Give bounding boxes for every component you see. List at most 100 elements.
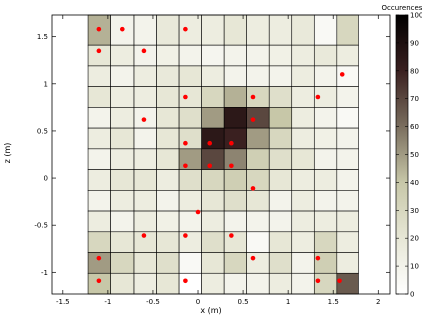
- heatmap-cell: [87, 86, 111, 108]
- heatmap-cell: [336, 86, 359, 108]
- colorbar-tick-label: 10: [410, 263, 419, 271]
- heatmap-cell: [313, 65, 338, 87]
- heatmap-cell: [336, 44, 359, 67]
- position-point: [250, 255, 256, 261]
- heatmap-cell: [246, 190, 270, 212]
- heatmap-cell: [313, 190, 338, 212]
- position-point: [229, 140, 234, 146]
- heatmap-cell: [110, 148, 135, 170]
- heatmap-cell: [178, 231, 202, 253]
- position-point: [207, 163, 213, 169]
- heatmap-cell: [133, 252, 157, 274]
- heatmap-cell: [178, 14, 202, 46]
- heatmap-cell: [291, 127, 315, 150]
- heatmap-cell: [223, 65, 247, 87]
- colorbar-tick-label: 50: [410, 151, 419, 159]
- colorbar-tick-label: 0: [410, 291, 414, 299]
- heatmap-cell: [336, 65, 359, 87]
- heatmap-cell: [201, 272, 225, 295]
- heatmap-cell: [87, 169, 111, 191]
- plot-area: -1.5 -1 -0.5 0 0.5 1 1.5 2 -1 -0.5 0 0.5 1 1.5: [34, 14, 391, 306]
- heatmap-cell: [87, 190, 111, 212]
- position-point: [250, 186, 256, 191]
- heatmap-cell: [336, 14, 359, 46]
- x-tick-label: 0.5: [238, 298, 249, 306]
- y-tick-label: 1.5: [37, 33, 48, 41]
- colorbar-tick-label: 90: [410, 39, 419, 47]
- heatmap-cell: [110, 169, 135, 191]
- colorbar-label: Occurences: [382, 4, 422, 12]
- heatmap-cell: [223, 107, 247, 129]
- x-tick-label: -0.5: [146, 298, 160, 306]
- x-tick-label: 0: [196, 298, 200, 306]
- heatmap-cell: [110, 231, 135, 253]
- heatmap-cell: [268, 86, 293, 108]
- heatmap-cell: [291, 44, 315, 67]
- heatmap-cell: [291, 65, 315, 87]
- heatmap-cell: [110, 65, 135, 87]
- heatmap-cell: [110, 252, 135, 274]
- heatmap-cell: [268, 127, 293, 150]
- heatmap-cell: [178, 148, 202, 170]
- heatmap-cell: [87, 231, 111, 253]
- heatmap-cell: [246, 86, 270, 108]
- heatmap-cell: [246, 107, 270, 129]
- heatmap-cell: [246, 14, 270, 46]
- position-point: [120, 26, 125, 32]
- colorbar-tick-label: 60: [410, 123, 419, 131]
- heatmap-cell: [268, 148, 293, 170]
- heatmap-cell: [223, 210, 247, 233]
- colorbar: 0 10 20 30 40 50 60 70 80 90 100: [395, 12, 422, 299]
- heatmap-cell: [156, 107, 180, 129]
- heatmap-cell: [291, 148, 315, 170]
- colorbar-tick-label: 40: [410, 179, 419, 187]
- position-point: [229, 163, 234, 169]
- position-point: [315, 94, 321, 100]
- position-point: [229, 233, 234, 238]
- heatmap-cell: [201, 65, 225, 87]
- heatmap-cell: [133, 127, 157, 150]
- position-point: [141, 233, 147, 238]
- position-point: [183, 233, 188, 238]
- heatmap-cell: [223, 86, 247, 108]
- heatmap-cell: [156, 148, 180, 170]
- heatmap-cell: [133, 190, 157, 212]
- heatmap-cell: [268, 252, 293, 274]
- y-tick-label: -0.5: [34, 222, 48, 230]
- heatmap-cell: [223, 169, 247, 191]
- position-point: [183, 94, 188, 100]
- position-point: [195, 209, 201, 215]
- heatmap-cell: [201, 107, 225, 129]
- position-point: [183, 26, 188, 32]
- heatmap-cell: [201, 190, 225, 212]
- colorbar-tick-label: 80: [410, 67, 419, 75]
- heatmap-cell: [246, 169, 270, 191]
- heatmap-cell: [223, 14, 247, 46]
- heatmap-cell: [201, 252, 225, 274]
- heatmap-cell: [110, 86, 135, 108]
- heatmap-cell: [201, 14, 225, 46]
- heatmap-cell: [133, 65, 157, 87]
- heatmap-cell: [336, 148, 359, 170]
- heatmap-cell: [110, 272, 135, 295]
- heatmap-cell: [313, 44, 338, 67]
- heatmap-cell: [133, 148, 157, 170]
- heatmap-cell: [223, 252, 247, 274]
- heatmap-cell: [156, 231, 180, 253]
- heatmap-cell: [268, 14, 293, 46]
- y-tick-label: 1: [44, 80, 48, 88]
- heatmap-cell: [87, 107, 111, 129]
- heatmap-cell: [291, 231, 315, 253]
- heatmap-cell: [87, 210, 111, 233]
- heatmap-cell: [336, 252, 359, 274]
- heatmap-cell: [313, 231, 338, 253]
- heatmap-cell: [201, 127, 225, 150]
- heatmap-cell: [156, 210, 180, 233]
- heatmap-cell: [313, 210, 338, 233]
- position-point: [339, 72, 345, 77]
- plot-frame: [51, 14, 391, 295]
- heatmap-cell: [178, 44, 202, 67]
- heatmap-cell: [268, 169, 293, 191]
- position-point: [96, 26, 102, 32]
- heatmap-cell: [246, 272, 270, 295]
